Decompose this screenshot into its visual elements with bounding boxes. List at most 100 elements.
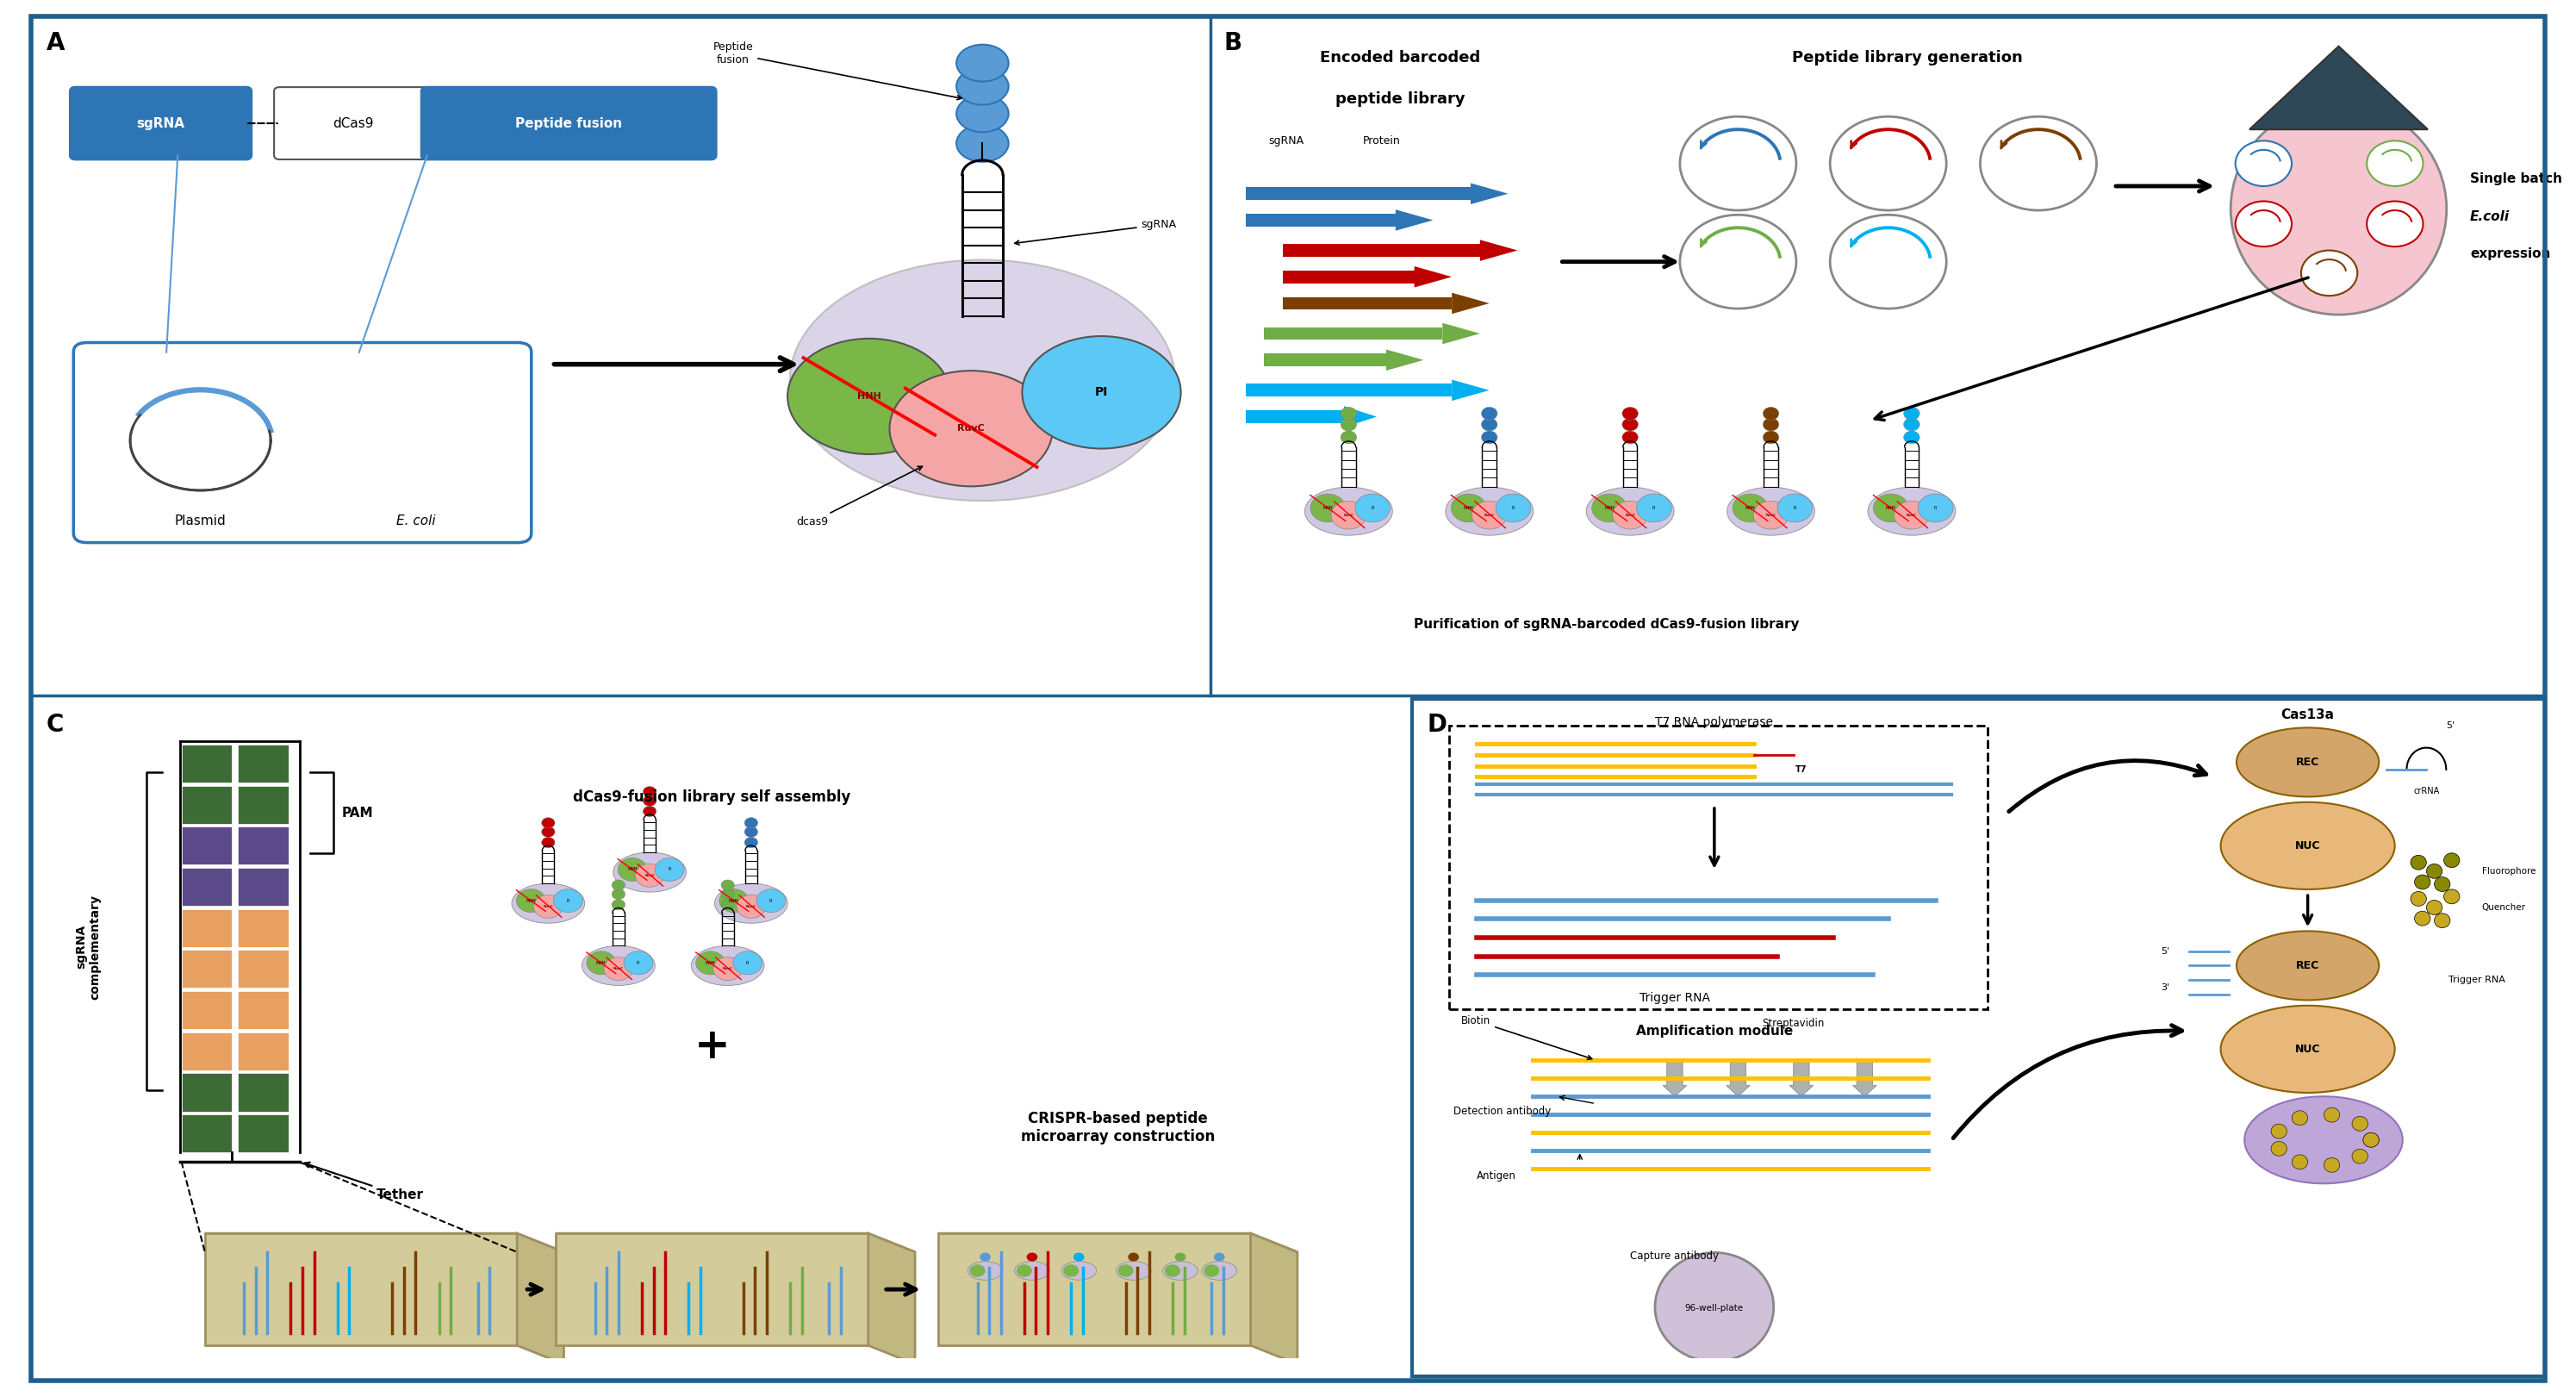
Bar	[237, 785, 289, 824]
FancyArrow shape	[1664, 1060, 1687, 1097]
Polygon shape	[1453, 293, 1489, 314]
Bar	[1244, 384, 1453, 397]
Circle shape	[1471, 502, 1507, 529]
Circle shape	[1128, 1253, 1139, 1261]
Circle shape	[2367, 141, 2424, 186]
Circle shape	[956, 68, 1010, 105]
Ellipse shape	[969, 1261, 1002, 1280]
Text: RuvC: RuvC	[1906, 513, 1917, 517]
Circle shape	[2300, 250, 2357, 296]
Bar	[237, 990, 289, 1030]
Text: B: B	[1224, 31, 1242, 54]
Circle shape	[603, 957, 634, 981]
Circle shape	[1777, 495, 1814, 522]
Ellipse shape	[1726, 488, 1814, 535]
Ellipse shape	[714, 883, 788, 923]
Circle shape	[696, 951, 724, 975]
Bar	[237, 745, 289, 782]
Circle shape	[623, 951, 652, 975]
Circle shape	[2352, 1116, 2367, 1132]
Polygon shape	[1249, 1234, 1298, 1363]
Text: Quencher: Quencher	[2481, 904, 2524, 912]
Text: C: C	[46, 712, 64, 736]
Ellipse shape	[690, 946, 765, 985]
Circle shape	[1074, 1253, 1084, 1261]
Polygon shape	[1345, 407, 1376, 427]
Circle shape	[1175, 1253, 1185, 1261]
Ellipse shape	[613, 852, 685, 893]
Circle shape	[1754, 502, 1788, 529]
Text: A: A	[46, 31, 64, 54]
Bar	[237, 950, 289, 988]
Ellipse shape	[513, 883, 585, 923]
Text: REC: REC	[2295, 960, 2318, 971]
Circle shape	[636, 863, 665, 887]
Circle shape	[1613, 502, 1649, 529]
Text: RuvC: RuvC	[724, 967, 732, 971]
Text: Plasmid: Plasmid	[175, 514, 227, 528]
Circle shape	[757, 888, 786, 912]
Text: D: D	[1427, 712, 1448, 736]
Circle shape	[2324, 1108, 2339, 1122]
Circle shape	[1762, 418, 1780, 430]
Polygon shape	[518, 1234, 564, 1363]
Text: HNH: HNH	[1463, 506, 1473, 510]
Bar	[180, 785, 232, 824]
Text: Protein: Protein	[1363, 136, 1401, 147]
Bar	[1244, 187, 1471, 200]
Bar	[180, 1073, 232, 1111]
Text: RuvC: RuvC	[613, 967, 623, 971]
Bar	[180, 868, 232, 905]
Circle shape	[533, 895, 562, 918]
Ellipse shape	[582, 946, 654, 985]
Circle shape	[2427, 900, 2442, 915]
Circle shape	[587, 951, 616, 975]
Polygon shape	[1481, 240, 1517, 261]
Circle shape	[1018, 1264, 1033, 1277]
Bar	[180, 909, 232, 947]
Polygon shape	[938, 1234, 1249, 1345]
Text: peptide library: peptide library	[1334, 92, 1466, 108]
Text: HNH: HNH	[858, 393, 881, 401]
Circle shape	[2414, 911, 2429, 926]
Polygon shape	[1471, 183, 1507, 204]
Bar	[237, 1032, 289, 1070]
Text: PI: PI	[1651, 506, 1656, 510]
Text: 3': 3'	[2161, 983, 2169, 992]
Text: dcas9: dcas9	[796, 467, 922, 528]
Bar	[1244, 214, 1396, 226]
Text: sgRNA: sgRNA	[1270, 136, 1303, 147]
Text: HNH: HNH	[526, 898, 536, 902]
Circle shape	[644, 806, 657, 817]
Circle shape	[1829, 215, 1947, 309]
Text: Peptide fusion: Peptide fusion	[515, 117, 623, 130]
Circle shape	[2236, 201, 2293, 247]
Circle shape	[1450, 495, 1486, 522]
Text: Detection antibody: Detection antibody	[1453, 1105, 1551, 1116]
Text: CRISPR-based peptide
microarray construction: CRISPR-based peptide microarray construc…	[1020, 1111, 1216, 1144]
Bar	[237, 1115, 289, 1153]
Circle shape	[644, 787, 657, 798]
Bar	[237, 1073, 289, 1111]
Text: PI: PI	[1793, 506, 1795, 510]
Bar	[237, 827, 289, 865]
Circle shape	[2434, 914, 2450, 928]
Circle shape	[541, 837, 554, 848]
Circle shape	[2272, 1125, 2287, 1139]
Circle shape	[2236, 141, 2293, 186]
Text: T7 RNA polymerase: T7 RNA polymerase	[1656, 717, 1772, 728]
Circle shape	[788, 338, 951, 454]
Circle shape	[2414, 875, 2429, 890]
Text: PI: PI	[770, 898, 773, 902]
Circle shape	[1340, 407, 1358, 420]
Bar	[180, 1115, 232, 1153]
Text: T7: T7	[1795, 766, 1808, 774]
Text: RuvC: RuvC	[958, 425, 984, 433]
Text: Trigger RNA: Trigger RNA	[2450, 977, 2506, 985]
Text: expression: expression	[2470, 247, 2550, 261]
Text: HNH: HNH	[629, 868, 636, 872]
Circle shape	[1904, 430, 1919, 444]
Circle shape	[1762, 430, 1780, 444]
Text: Capture antibody: Capture antibody	[1631, 1250, 1718, 1261]
Circle shape	[979, 1253, 992, 1261]
